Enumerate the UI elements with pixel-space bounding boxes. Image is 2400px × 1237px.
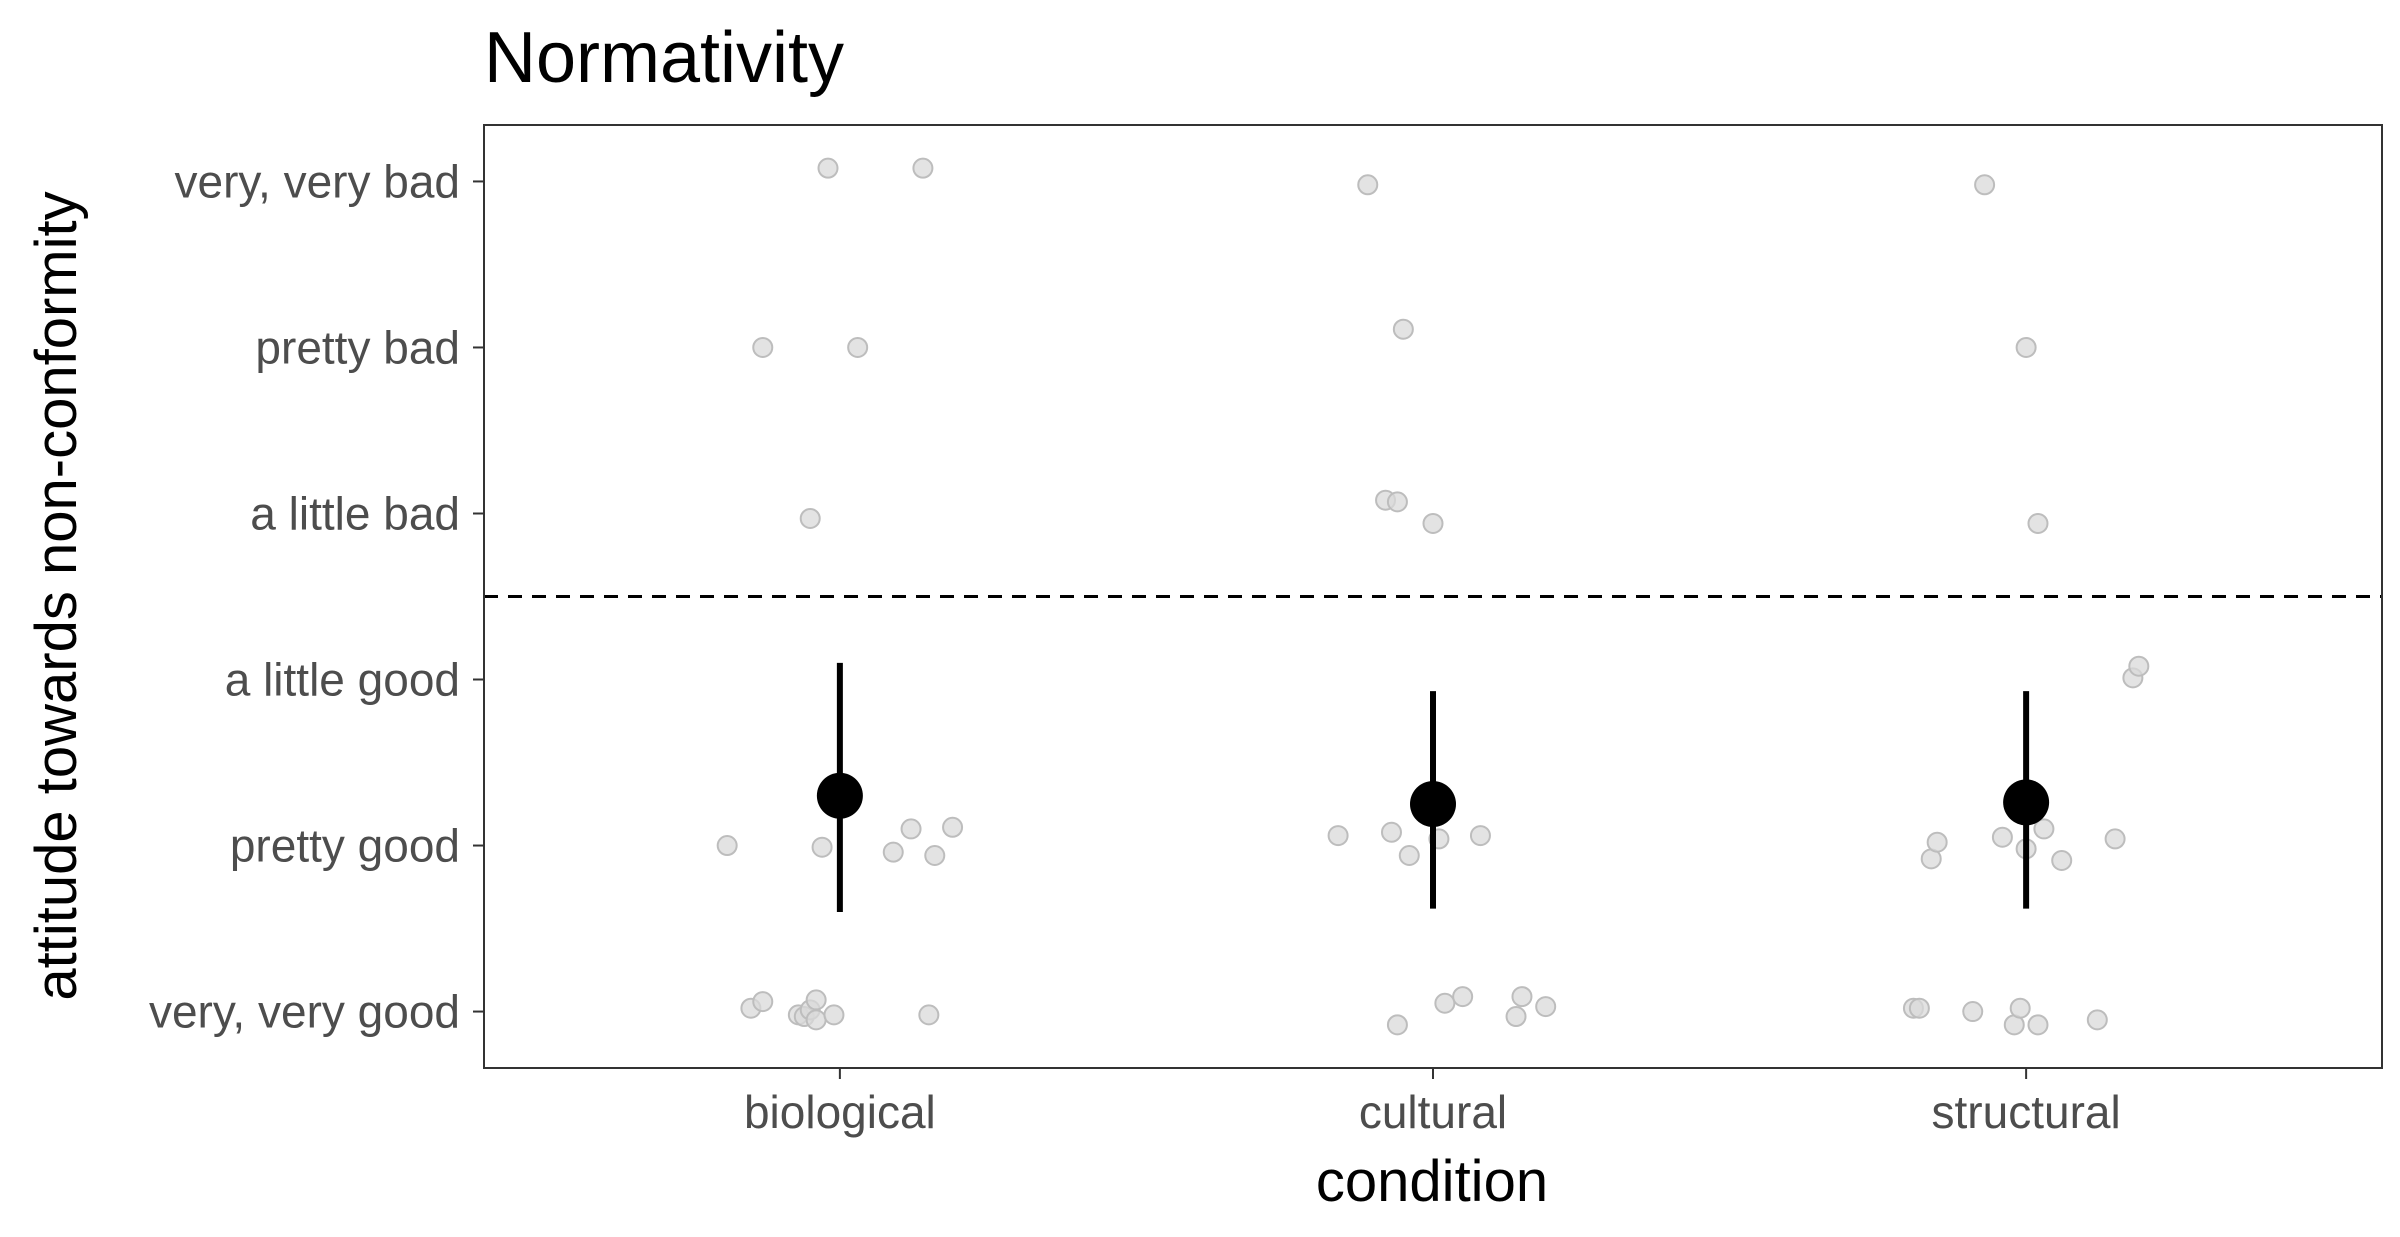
data-point: [1392, 318, 1414, 340]
data-point: [1327, 825, 1349, 847]
data-point: [1535, 996, 1557, 1018]
data-point: [882, 841, 904, 863]
x-tick-label: cultural: [1359, 1086, 1507, 1138]
y-tick-label: very, very bad: [175, 155, 460, 207]
mean-point: [816, 772, 863, 819]
data-point: [752, 336, 774, 358]
data-point: [847, 336, 869, 358]
data-point: [2086, 1009, 2108, 1031]
x-tick-label: biological: [744, 1086, 936, 1138]
y-tick-label: pretty bad: [255, 321, 460, 373]
data-point: [752, 991, 774, 1013]
y-axis: very, very good pretty good a little good a…: [149, 155, 484, 1038]
data-point: [924, 844, 946, 866]
data-point: [1991, 826, 2013, 848]
data-point: [1469, 825, 1491, 847]
data-point: [805, 1009, 827, 1031]
summary-markers: [816, 662, 2050, 912]
y-tick-label: a little bad: [250, 487, 460, 539]
data-point: [823, 1004, 845, 1026]
y-tick-label: pretty good: [230, 820, 460, 872]
chart-title: Normativity: [484, 18, 844, 98]
mean-point: [1410, 781, 1456, 828]
data-point: [1974, 174, 1996, 196]
data-point: [1926, 831, 1948, 853]
x-axis: biological cultural structural: [744, 1068, 2121, 1138]
data-point: [817, 157, 839, 179]
data-point: [1962, 1001, 1984, 1023]
data-point: [1422, 512, 1444, 534]
data-point: [2009, 997, 2031, 1019]
data-point: [2027, 1014, 2049, 1036]
data-point: [1511, 986, 1533, 1008]
data-point: [1452, 986, 1474, 1008]
panel-border: [483, 124, 2383, 1069]
data-point: [2027, 512, 2049, 534]
data-point: [1386, 491, 1408, 513]
data-point: [2128, 655, 2150, 677]
data-point: [805, 989, 827, 1011]
mean-point: [2003, 779, 2050, 826]
data-point: [799, 507, 821, 529]
data-point: [1908, 997, 1930, 1019]
data-point: [811, 836, 833, 858]
data-point: [900, 818, 922, 840]
x-axis-title: condition: [1316, 1149, 1548, 1214]
raw-points: [716, 157, 2150, 1036]
data-point: [1434, 992, 1456, 1014]
data-point: [2015, 336, 2037, 358]
data-point: [716, 835, 738, 857]
data-point: [2051, 849, 2073, 871]
y-tick-label: a little good: [225, 654, 460, 706]
data-point: [912, 157, 934, 179]
data-point: [918, 1004, 940, 1026]
data-point: [1357, 174, 1379, 196]
data-point: [2033, 818, 2055, 840]
y-axis-title: attitude towards non-conformity: [24, 191, 89, 1000]
data-point: [2104, 828, 2126, 850]
data-point: [1386, 1014, 1408, 1036]
x-tick-label: structural: [1932, 1086, 2121, 1138]
data-point: [1398, 844, 1420, 866]
y-tick-label: very, very good: [149, 986, 460, 1038]
data-point: [1505, 1006, 1527, 1028]
data-point: [1380, 821, 1402, 843]
data-point: [942, 816, 964, 838]
